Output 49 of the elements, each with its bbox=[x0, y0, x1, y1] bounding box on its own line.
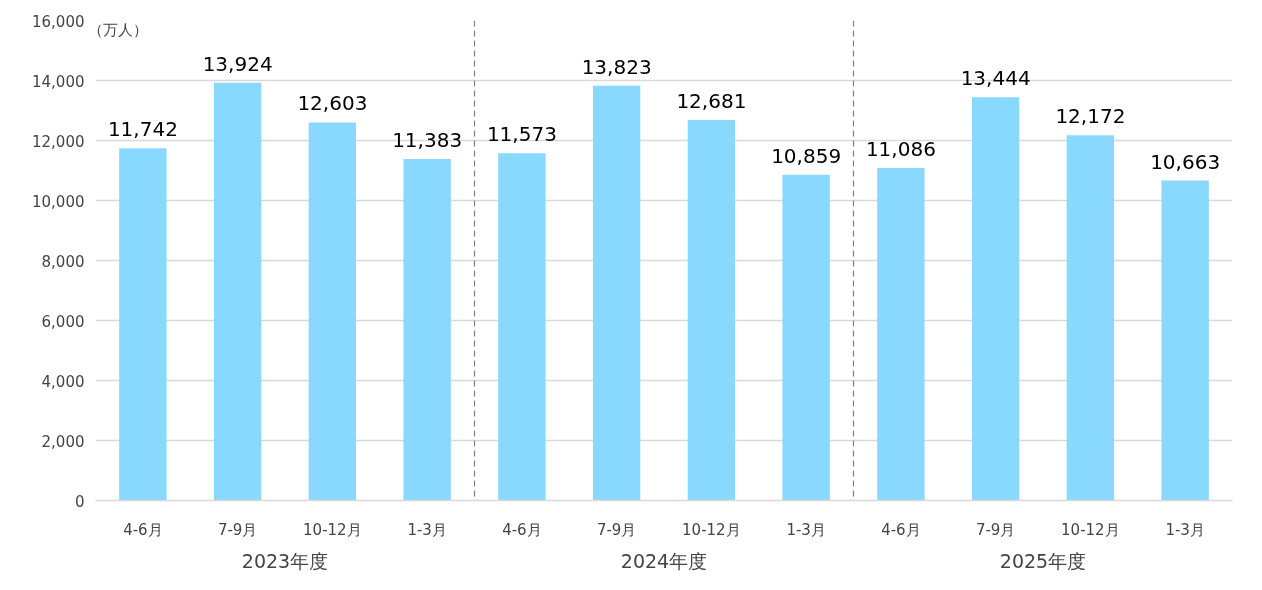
x-tick-label: 7-9月 bbox=[596, 520, 637, 539]
data-label: 11,742 bbox=[107, 117, 178, 142]
y-tick-label: 4,000 bbox=[41, 372, 85, 391]
data-label: 12,172 bbox=[1055, 104, 1126, 129]
x-tick-label: 10-12月 bbox=[682, 520, 741, 539]
x-tick-label: 4-6月 bbox=[881, 520, 921, 539]
bar bbox=[592, 85, 641, 501]
data-label: 10,663 bbox=[1150, 149, 1221, 174]
bar bbox=[119, 148, 167, 501]
bar bbox=[782, 174, 830, 501]
data-label: 11,383 bbox=[392, 128, 463, 153]
x-tick-label: 4-6月 bbox=[123, 520, 163, 539]
y-tick-label: 8,000 bbox=[41, 252, 85, 271]
data-label: 12,681 bbox=[676, 89, 747, 114]
data-label: 13,924 bbox=[202, 51, 273, 76]
y-tick-label: 2,000 bbox=[41, 432, 85, 451]
y-tick-label: 10,000 bbox=[32, 192, 85, 211]
x-tick-label: 1-3月 bbox=[786, 520, 826, 539]
bar bbox=[1066, 135, 1115, 501]
y-tick-label: 14,000 bbox=[32, 72, 85, 91]
text: 2023年度 bbox=[241, 549, 329, 572]
data-label: 13,823 bbox=[581, 54, 652, 79]
data-label: 10,859 bbox=[771, 143, 842, 168]
data-label: 13,444 bbox=[960, 66, 1031, 91]
data-label: 11,086 bbox=[865, 136, 936, 161]
bar bbox=[308, 122, 357, 501]
y-axis-title: （万人） bbox=[87, 20, 148, 39]
y-tick-label: 0 bbox=[74, 492, 85, 511]
x-tick-label: 10-12月 bbox=[1061, 520, 1120, 539]
bar bbox=[498, 153, 546, 501]
bar bbox=[971, 97, 1020, 501]
text: 2025年度 bbox=[999, 549, 1087, 572]
data-label: 12,603 bbox=[297, 91, 368, 116]
x-tick-label: 1-3月 bbox=[1165, 520, 1205, 539]
y-tick-label: 12,000 bbox=[32, 132, 85, 151]
y-tick-label: 16,000 bbox=[32, 12, 85, 31]
x-tick-label: 4-6月 bbox=[502, 520, 542, 539]
bar bbox=[687, 120, 736, 501]
y-tick-label: 6,000 bbox=[41, 312, 85, 331]
x-tick-label: 1-3月 bbox=[407, 520, 447, 539]
text: 2024年度 bbox=[620, 549, 708, 572]
x-tick-label: 7-9月 bbox=[975, 520, 1016, 539]
bar bbox=[877, 167, 925, 501]
data-label: 11,573 bbox=[486, 122, 557, 147]
x-tick-label: 7-9月 bbox=[217, 520, 258, 539]
x-tick-label: 10-12月 bbox=[303, 520, 362, 539]
bar bbox=[1161, 180, 1209, 501]
bar bbox=[213, 82, 262, 501]
bar bbox=[403, 159, 451, 501]
